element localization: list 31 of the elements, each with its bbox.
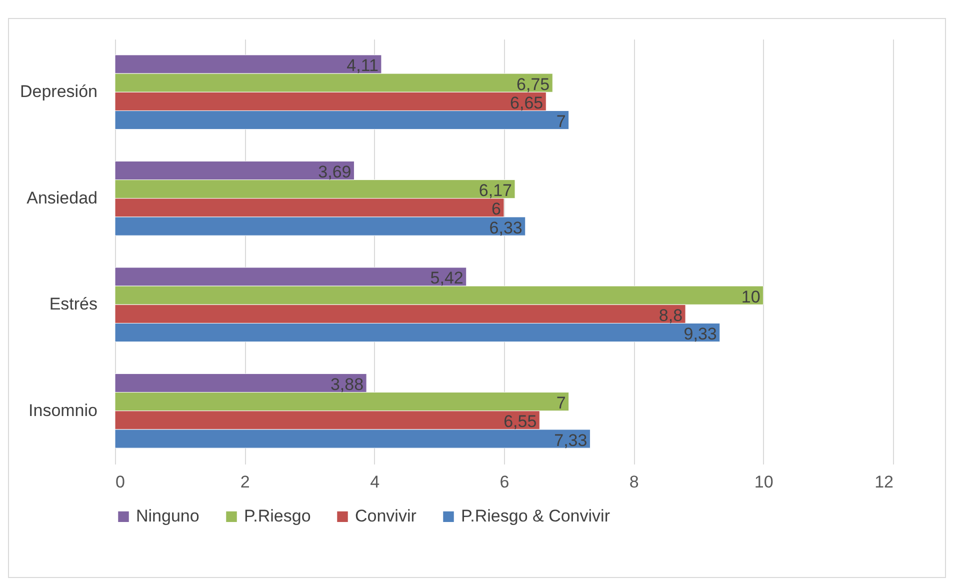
x-tick-label: 12 — [874, 472, 894, 492]
x-tick-label: 0 — [116, 472, 125, 492]
x-tick-label: 10 — [754, 472, 774, 492]
legend-label: P.Riesgo — [244, 506, 311, 526]
y-tick-label: Insomnio — [28, 400, 98, 420]
data-label: 6,55 — [504, 412, 537, 432]
data-label: 9,33 — [684, 324, 717, 344]
x-tick-label: 4 — [370, 472, 380, 492]
legend-label: Convivir — [355, 506, 417, 526]
data-label: 7 — [556, 394, 566, 413]
data-label: 8,8 — [658, 306, 683, 325]
data-label: 3,69 — [318, 162, 352, 182]
data-label: 6,65 — [510, 93, 544, 112]
x-tick-label: 2 — [240, 472, 250, 492]
x-tick-label: 8 — [629, 472, 639, 492]
legend-label: Ninguno — [136, 506, 200, 526]
data-label: 6,17 — [478, 181, 512, 200]
data-label: 6,33 — [489, 218, 522, 238]
data-label: 3,88 — [330, 374, 364, 394]
data-label: 10 — [741, 287, 760, 306]
y-tick-label: Ansiedad — [26, 188, 98, 208]
y-tick-label: Estrés — [49, 294, 98, 314]
data-label: 7 — [556, 112, 566, 132]
data-label: 4,11 — [346, 56, 378, 76]
data-label: 5,42 — [430, 268, 464, 288]
data-label: 7,33 — [554, 430, 588, 450]
legend-label: P.Riesgo & Convivir — [461, 506, 610, 526]
x-tick-label: 6 — [500, 472, 510, 492]
data-label: 6 — [492, 200, 501, 219]
y-tick-label: Depresión — [20, 82, 98, 102]
data-label: 6,75 — [516, 74, 550, 94]
